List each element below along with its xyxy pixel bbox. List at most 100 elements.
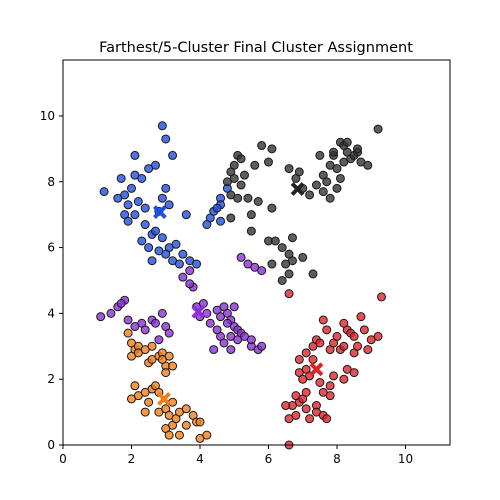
data-point xyxy=(363,345,373,355)
data-point xyxy=(123,216,133,226)
data-point xyxy=(147,256,157,266)
data-point xyxy=(130,381,140,391)
data-point xyxy=(332,331,342,341)
data-point xyxy=(130,150,140,160)
data-point xyxy=(212,325,222,335)
data-point xyxy=(178,249,188,259)
data-point xyxy=(349,368,359,378)
data-point xyxy=(168,361,178,371)
data-point xyxy=(294,167,304,177)
data-point xyxy=(284,269,294,279)
data-point xyxy=(270,236,280,246)
data-point xyxy=(377,292,387,302)
data-point xyxy=(226,213,236,223)
data-point xyxy=(164,200,174,210)
data-point xyxy=(185,279,195,289)
centroid-marker xyxy=(191,304,206,319)
data-point xyxy=(257,266,267,276)
data-point xyxy=(294,354,304,364)
data-point xyxy=(123,200,133,210)
data-point xyxy=(257,141,267,151)
x-tick-label: 2 xyxy=(128,452,136,466)
y-tick-label: 6 xyxy=(47,241,55,255)
data-point xyxy=(226,345,236,355)
data-point xyxy=(284,164,294,174)
data-point xyxy=(222,318,232,328)
y-tick-label: 2 xyxy=(47,372,55,386)
y-tick-label: 8 xyxy=(47,175,55,189)
data-point xyxy=(322,177,332,187)
data-point xyxy=(150,318,160,328)
data-point xyxy=(150,226,160,236)
data-point xyxy=(305,414,315,424)
data-point xyxy=(318,187,328,197)
data-point xyxy=(363,160,373,170)
x-tick-label: 4 xyxy=(196,452,204,466)
data-point xyxy=(229,160,239,170)
data-point xyxy=(106,308,116,318)
data-point xyxy=(157,193,167,203)
x-tick-label: 8 xyxy=(333,452,341,466)
data-point xyxy=(253,196,263,206)
data-point xyxy=(126,394,136,404)
data-point xyxy=(318,315,328,325)
y-tick-label: 0 xyxy=(47,438,55,452)
data-point xyxy=(277,243,287,253)
data-point xyxy=(301,348,311,358)
data-point xyxy=(359,325,369,335)
data-point xyxy=(243,193,253,203)
axes: 0 2 4 6 8 10 0 2 4 6 8 10 xyxy=(40,109,413,466)
data-point xyxy=(137,236,147,246)
data-point xyxy=(181,420,191,430)
data-point xyxy=(212,203,222,213)
data-point xyxy=(315,150,325,160)
data-point xyxy=(315,377,325,387)
data-point xyxy=(137,173,147,183)
data-points xyxy=(96,121,387,450)
data-point xyxy=(332,164,342,174)
centroid-marker xyxy=(157,392,171,406)
data-point xyxy=(335,173,345,183)
data-point xyxy=(246,335,256,345)
centroid-marker xyxy=(309,362,324,377)
data-point xyxy=(147,341,157,351)
data-point xyxy=(339,318,349,328)
data-point xyxy=(233,193,243,203)
data-point xyxy=(140,407,150,417)
data-point xyxy=(373,124,383,134)
data-point xyxy=(246,210,256,220)
data-point xyxy=(192,259,202,269)
data-point xyxy=(236,252,246,262)
data-point xyxy=(120,190,130,200)
data-point xyxy=(209,345,219,355)
data-point xyxy=(161,249,171,259)
data-point xyxy=(130,210,140,220)
data-point xyxy=(157,233,167,243)
chart-title: Farthest/5-Cluster Final Cluster Assignm… xyxy=(99,40,413,56)
data-point xyxy=(96,312,106,322)
data-point xyxy=(329,371,339,381)
data-point xyxy=(144,243,154,253)
data-point xyxy=(301,387,311,397)
data-point xyxy=(174,259,184,269)
data-point xyxy=(349,331,359,341)
data-point xyxy=(246,226,256,236)
x-tick-label: 10 xyxy=(398,452,413,466)
data-point xyxy=(298,252,308,262)
x-tick-label: 0 xyxy=(59,452,67,466)
data-point xyxy=(263,157,273,167)
y-tick-label: 10 xyxy=(40,109,55,123)
data-point xyxy=(164,328,174,338)
data-point xyxy=(322,325,332,335)
data-point xyxy=(116,173,126,183)
centroids xyxy=(153,182,324,406)
data-point xyxy=(181,404,191,414)
data-point xyxy=(161,368,171,378)
data-point xyxy=(267,203,277,213)
data-point xyxy=(171,239,181,249)
data-point xyxy=(178,272,188,282)
data-point xyxy=(353,341,363,351)
data-point xyxy=(353,144,363,154)
data-point xyxy=(164,430,174,440)
data-point xyxy=(339,374,349,384)
